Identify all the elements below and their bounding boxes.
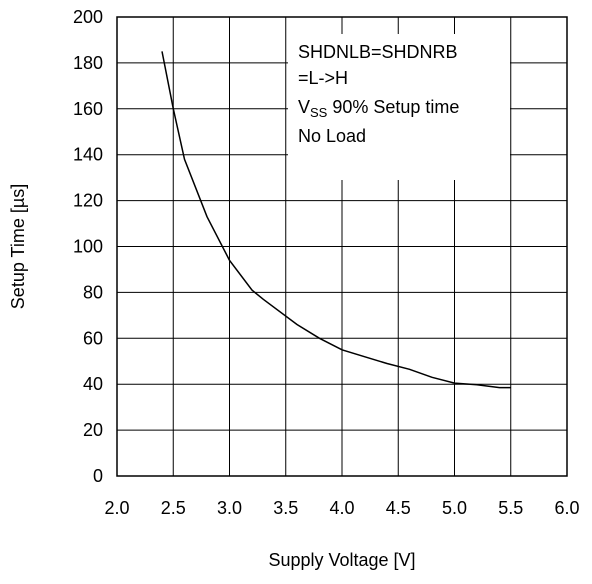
series-line bbox=[161, 51, 511, 389]
y-axis-label: Setup Time [µs] bbox=[8, 184, 28, 309]
y-tick-label: 140 bbox=[73, 145, 103, 165]
y-tick-label: 60 bbox=[83, 328, 103, 348]
y-tick-label: 120 bbox=[73, 191, 103, 211]
x-tick-label: 3.5 bbox=[273, 498, 298, 518]
x-tick-label: 6.0 bbox=[554, 498, 579, 518]
annotation-line: No Load bbox=[298, 126, 366, 146]
annotation-line: SHDNLB=SHDNRB bbox=[298, 42, 458, 62]
plot-border bbox=[116, 16, 568, 477]
x-tick-label: 5.0 bbox=[442, 498, 467, 518]
y-tick-label: 160 bbox=[73, 99, 103, 119]
y-axis-ticks: 0 20 40 60 80 100 120 140 160 180 200 bbox=[73, 7, 103, 486]
y-tick-label: 180 bbox=[73, 53, 103, 73]
annotation-line: VSS 90% Setup time bbox=[298, 97, 459, 120]
x-axis-label: Supply Voltage [V] bbox=[268, 550, 415, 570]
y-tick-label: 200 bbox=[73, 7, 103, 27]
x-tick-label: 5.5 bbox=[498, 498, 523, 518]
x-tick-label: 2.5 bbox=[161, 498, 186, 518]
annotation-background bbox=[288, 34, 510, 180]
x-tick-label: 4.5 bbox=[386, 498, 411, 518]
annotation-line: =L->H bbox=[298, 68, 348, 88]
x-tick-label: 2.0 bbox=[104, 498, 129, 518]
y-tick-label: 40 bbox=[83, 374, 103, 394]
y-tick-label: 100 bbox=[73, 237, 103, 257]
annotation-box: SHDNLB=SHDNRB =L->H VSS 90% Setup time No L… bbox=[298, 42, 459, 146]
y-tick-label: 80 bbox=[83, 282, 103, 302]
x-tick-label: 3.0 bbox=[217, 498, 242, 518]
x-tick-label: 4.0 bbox=[329, 498, 354, 518]
plot-frame bbox=[116, 16, 568, 477]
y-tick-label: 0 bbox=[93, 466, 103, 486]
y-tick-label: 20 bbox=[83, 420, 103, 440]
x-axis-ticks: 2.0 2.5 3.0 3.5 4.0 4.5 5.0 5.5 6.0 bbox=[104, 498, 579, 518]
